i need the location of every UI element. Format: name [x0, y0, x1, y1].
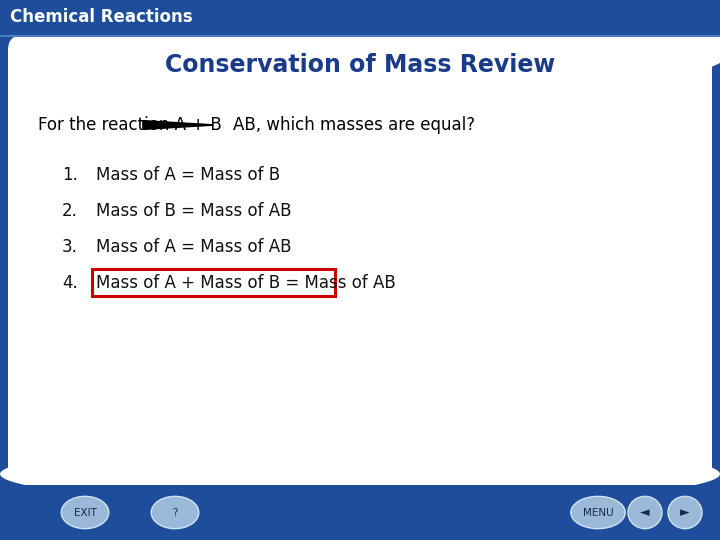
Text: 1.: 1. — [62, 166, 78, 184]
Text: Mass of A + Mass of B = Mass of AB: Mass of A + Mass of B = Mass of AB — [96, 274, 396, 292]
Text: ?: ? — [172, 508, 178, 517]
Text: Chemical Reactions: Chemical Reactions — [10, 9, 193, 26]
Text: AB, which masses are equal?: AB, which masses are equal? — [233, 116, 475, 134]
Text: ►: ► — [680, 506, 690, 519]
Text: 4.: 4. — [62, 274, 78, 292]
FancyBboxPatch shape — [92, 269, 336, 296]
Bar — [0, 0, 720, 35]
Ellipse shape — [571, 496, 625, 529]
Text: Conservation of Mass Review: Conservation of Mass Review — [165, 53, 555, 77]
Ellipse shape — [668, 496, 702, 529]
Text: 2.: 2. — [62, 202, 78, 220]
Ellipse shape — [520, 0, 720, 80]
Text: Mass of A = Mass of B: Mass of A = Mass of B — [96, 166, 280, 184]
Text: MENU: MENU — [582, 508, 613, 517]
Ellipse shape — [0, 444, 720, 504]
Text: For the reaction A + B: For the reaction A + B — [38, 116, 227, 134]
Text: ◄: ◄ — [640, 506, 650, 519]
Ellipse shape — [628, 496, 662, 529]
Ellipse shape — [151, 496, 199, 529]
FancyBboxPatch shape — [8, 35, 712, 482]
Ellipse shape — [61, 496, 109, 529]
Text: Mass of A = Mass of AB: Mass of A = Mass of AB — [96, 238, 292, 256]
Text: 3.: 3. — [62, 238, 78, 256]
Bar — [0, 485, 720, 540]
Text: EXIT: EXIT — [73, 508, 96, 517]
Bar — [0, 35, 720, 37]
Text: Mass of B = Mass of AB: Mass of B = Mass of AB — [96, 202, 292, 220]
